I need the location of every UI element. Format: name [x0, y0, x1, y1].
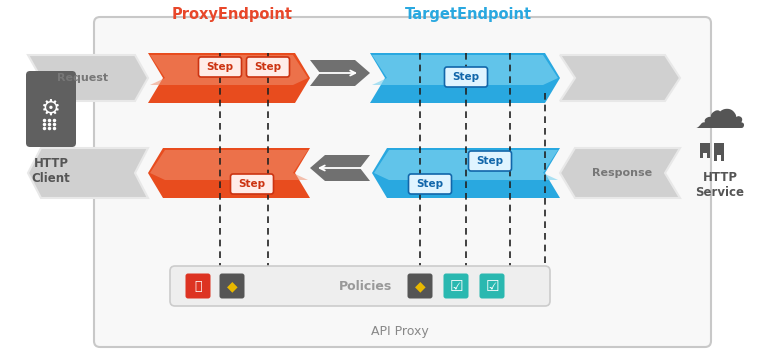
Polygon shape	[28, 55, 148, 101]
Polygon shape	[148, 53, 310, 103]
Text: ☑: ☑	[485, 279, 499, 293]
FancyBboxPatch shape	[231, 174, 274, 194]
Polygon shape	[150, 55, 308, 85]
Text: ☑: ☑	[449, 279, 463, 293]
Polygon shape	[370, 53, 560, 103]
FancyBboxPatch shape	[94, 17, 711, 347]
Text: 🔒: 🔒	[194, 280, 202, 293]
Polygon shape	[310, 155, 370, 181]
Text: HTTP
Service: HTTP Service	[695, 171, 744, 199]
FancyBboxPatch shape	[186, 274, 211, 299]
FancyBboxPatch shape	[469, 151, 511, 171]
Text: TargetEndpoint: TargetEndpoint	[405, 7, 531, 23]
FancyBboxPatch shape	[219, 274, 245, 299]
Text: ◆: ◆	[415, 279, 425, 293]
Text: Step: Step	[416, 179, 444, 189]
Polygon shape	[560, 55, 680, 101]
FancyBboxPatch shape	[246, 57, 290, 77]
Polygon shape	[372, 148, 560, 198]
Text: Request: Request	[57, 73, 109, 83]
Polygon shape	[700, 143, 710, 158]
Polygon shape	[372, 55, 558, 85]
FancyBboxPatch shape	[407, 274, 433, 299]
Text: Step: Step	[452, 72, 479, 82]
FancyBboxPatch shape	[444, 274, 469, 299]
FancyBboxPatch shape	[409, 174, 451, 194]
Polygon shape	[150, 150, 308, 180]
Polygon shape	[714, 143, 724, 161]
Polygon shape	[310, 60, 370, 86]
Text: Step: Step	[476, 156, 503, 166]
Text: ProxyEndpoint: ProxyEndpoint	[172, 7, 292, 23]
Polygon shape	[374, 150, 558, 180]
FancyBboxPatch shape	[444, 67, 487, 87]
Text: Step: Step	[254, 62, 281, 72]
FancyBboxPatch shape	[26, 71, 76, 147]
Text: HTTP
Client: HTTP Client	[32, 157, 71, 185]
Polygon shape	[28, 148, 148, 198]
Polygon shape	[560, 148, 680, 198]
Text: ⚙: ⚙	[41, 99, 61, 119]
Text: ◆: ◆	[227, 279, 237, 293]
FancyBboxPatch shape	[479, 274, 504, 299]
Text: Step: Step	[239, 179, 266, 189]
Polygon shape	[148, 148, 310, 198]
FancyBboxPatch shape	[170, 266, 550, 306]
FancyBboxPatch shape	[198, 57, 242, 77]
Text: ☁: ☁	[694, 87, 747, 139]
Text: Policies: Policies	[338, 280, 392, 293]
Text: API Proxy: API Proxy	[371, 324, 429, 337]
Text: Response: Response	[592, 168, 652, 178]
Text: Step: Step	[207, 62, 234, 72]
